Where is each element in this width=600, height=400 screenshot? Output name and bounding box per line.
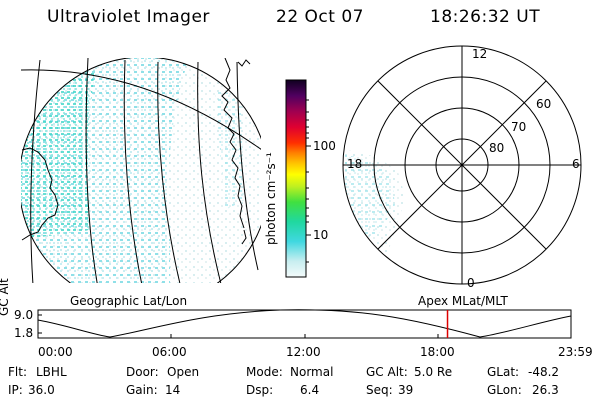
- timeline-ticks: [38, 314, 439, 338]
- mlt-label-0: 0: [467, 276, 475, 290]
- mode-label: Mode:: [246, 365, 283, 379]
- timeline-x-tick-1800: 18:00: [420, 345, 455, 359]
- mlat-label-70: 70: [511, 120, 527, 134]
- ip-value: 36.0: [28, 383, 55, 397]
- timeline-y-axis-label: GC Alt: [0, 278, 11, 316]
- door-label: Door:: [126, 365, 159, 379]
- gc-alt-value: 5.0 Re: [414, 365, 453, 379]
- polar-plot: [342, 45, 582, 285]
- seq-label: Seq:: [366, 383, 393, 397]
- flt-value: LBHL: [36, 365, 67, 379]
- colorbar-tick-10: 10: [313, 228, 329, 242]
- mlt-label-6: 6: [572, 157, 580, 171]
- colorbar-tick-100: 100: [313, 139, 336, 153]
- door-value: Open: [167, 365, 200, 379]
- dsp-value: 6.4: [300, 383, 320, 397]
- ip-label: IP:: [8, 383, 23, 397]
- map-grid: [21, 58, 261, 283]
- flt-label: Flt:: [8, 365, 27, 379]
- orbit-timeline: [37, 309, 572, 339]
- time-label: 18:26:32 UT: [430, 7, 541, 27]
- dsp-label: Dsp:: [246, 383, 274, 397]
- mlt-label-12: 12: [472, 47, 488, 61]
- instrument-title: Ultraviolet Imager: [47, 7, 210, 27]
- timeline-y-tick-min: 1.8: [14, 326, 34, 340]
- mlat-label-60: 60: [536, 97, 552, 111]
- mode-value: Normal: [290, 365, 334, 379]
- gc-alt-label: GC Alt:: [366, 365, 408, 379]
- geographic-map: [21, 58, 261, 283]
- colorbar: [285, 79, 311, 278]
- timeline-x-tick-1200: 12:00: [286, 345, 321, 359]
- date-label: 22 Oct 07: [276, 7, 364, 27]
- coastline: [21, 58, 251, 245]
- timeline-x-tick-0000: 00:00: [38, 345, 73, 359]
- glat-value: -48.2: [528, 365, 560, 379]
- gain-value: 14: [165, 383, 181, 397]
- mlat-label-80: 80: [489, 141, 505, 155]
- glon-value: 26.3: [532, 383, 559, 397]
- colorbar-unit-label: photon cm⁻²s⁻¹: [264, 152, 278, 245]
- glon-label: GLon:: [487, 383, 522, 397]
- gain-label: Gain:: [126, 383, 158, 397]
- timeline-x-tick-2359: 23:59: [558, 345, 593, 359]
- map-projection-label: Geographic Lat/Lon: [70, 294, 188, 308]
- polar-coordinate-label: Apex MLat/MLT: [418, 294, 508, 308]
- seq-value: 39: [398, 383, 414, 397]
- mlt-label-18: 18: [347, 157, 363, 171]
- altitude-curve: [37, 309, 572, 338]
- timeline-y-tick-max: 9.0: [14, 308, 34, 322]
- colorbar-minor-ticks: [306, 99, 309, 263]
- timeline-x-tick-0600: 06:00: [152, 345, 187, 359]
- glat-label: GLat:: [487, 365, 520, 379]
